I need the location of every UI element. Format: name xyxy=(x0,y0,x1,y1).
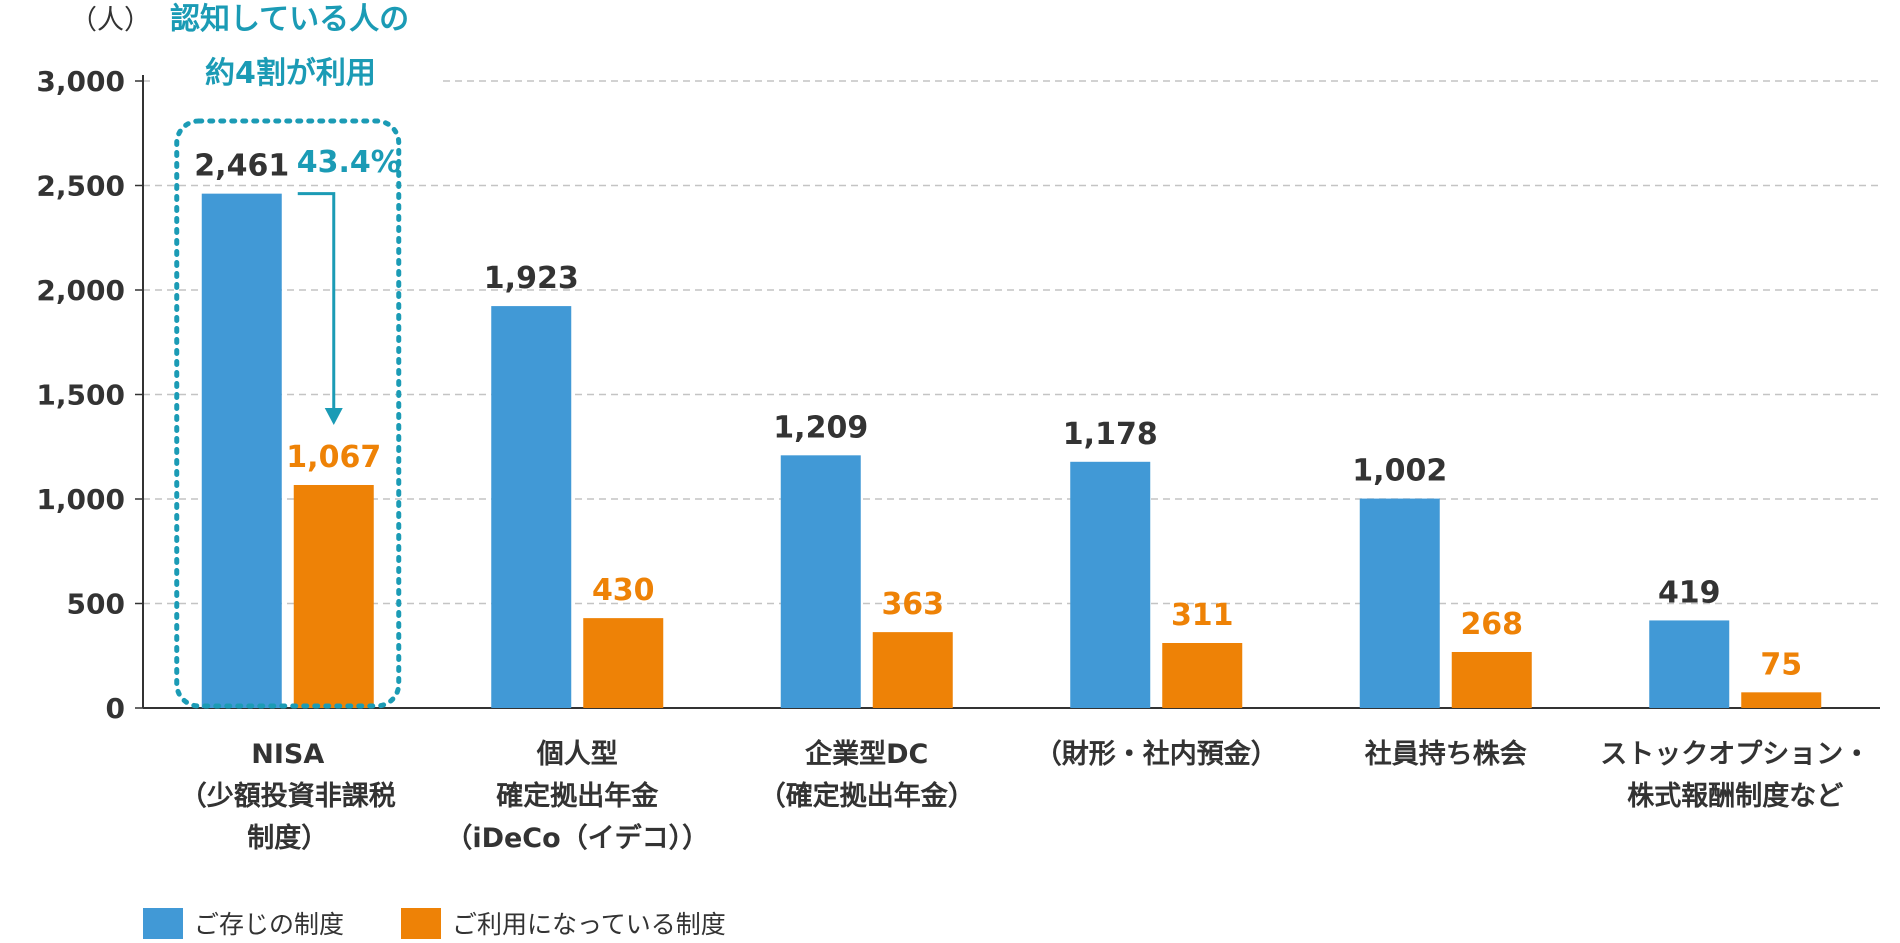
value-label-known: 419 xyxy=(1658,575,1721,610)
y-tick-label: 500 xyxy=(67,588,125,621)
y-tick-label: 2,500 xyxy=(36,170,125,203)
annotation-title: 約4割が利用 xyxy=(205,56,376,91)
bar-known xyxy=(1649,620,1730,708)
value-label-used: 75 xyxy=(1760,647,1802,682)
bar-used xyxy=(583,618,664,708)
annotation-title: 認知している人の xyxy=(170,2,409,37)
y-tick-label: 1,000 xyxy=(36,483,125,516)
category-label: 個人型 xyxy=(536,739,618,770)
annotation-arrowhead xyxy=(324,408,343,425)
value-label-used: 363 xyxy=(881,587,944,622)
bar-known xyxy=(1359,498,1440,708)
value-label-used: 430 xyxy=(592,573,655,608)
category-label: 企業型DC xyxy=(805,738,928,770)
bar-known xyxy=(780,455,861,708)
highlight-box xyxy=(174,118,402,709)
bar-known xyxy=(491,306,572,708)
category-label: （財形・社内預金） xyxy=(1035,738,1278,770)
bar-used xyxy=(1162,643,1243,708)
value-label-known: 1,178 xyxy=(1063,417,1158,452)
legend-swatch-used xyxy=(401,908,441,939)
y-unit-label: （人） xyxy=(70,5,151,36)
annotation-mask xyxy=(150,62,440,98)
value-label-known: 2,461 xyxy=(194,149,289,184)
bar-used xyxy=(872,632,953,708)
legend-label-known: ご存じの制度 xyxy=(194,910,344,939)
bar-used xyxy=(293,484,374,708)
value-label-used: 268 xyxy=(1460,607,1523,642)
bar-known xyxy=(201,193,282,708)
bar-used xyxy=(1741,692,1822,708)
category-label: 確定拠出年金 xyxy=(496,780,659,812)
y-tick-label: 3,000 xyxy=(36,65,125,98)
category-label: 制度） xyxy=(247,822,328,854)
value-label-known: 1,002 xyxy=(1352,454,1447,489)
category-label: 社員持ち株会 xyxy=(1365,738,1527,770)
value-label-used: 1,067 xyxy=(286,440,381,475)
y-tick-label: 1,500 xyxy=(36,379,125,412)
value-label-known: 1,209 xyxy=(773,410,868,445)
category-label: NISA xyxy=(251,739,324,770)
category-label: （確定拠出年金） xyxy=(759,780,975,812)
annotation-arrow xyxy=(297,192,336,410)
legend-swatch-known xyxy=(143,908,183,939)
value-label-known: 1,923 xyxy=(484,261,579,296)
category-label: ストックオプション・ xyxy=(1600,739,1870,770)
bar-used xyxy=(1451,651,1532,708)
value-label-used: 311 xyxy=(1171,598,1234,633)
category-label: （iDeCo（イデコ）） xyxy=(445,822,709,854)
legend-label-used: ご利用になっている制度 xyxy=(452,910,726,939)
annotation-percent: 43.4% xyxy=(297,145,401,180)
y-tick-label: 0 xyxy=(106,692,125,725)
category-label: 株式報酬制度など xyxy=(1627,780,1843,812)
bar-known xyxy=(1070,461,1151,708)
y-tick-label: 2,000 xyxy=(36,274,125,307)
category-label: （少額投資非課税 xyxy=(180,780,396,812)
